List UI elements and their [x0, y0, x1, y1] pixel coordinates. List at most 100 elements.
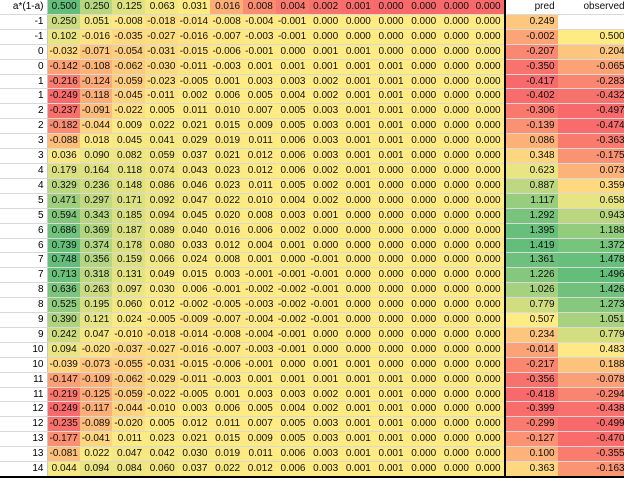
row-label: 3: [0, 148, 48, 164]
data-cell: 0.000: [439, 14, 472, 30]
observed-cell: 0.483: [557, 342, 624, 358]
header-row: a*(1-a) 0.500 0.250 0.125 0.063 0.031 0.016 0.…: [0, 0, 624, 15]
data-cell: 0.001: [341, 416, 374, 433]
data-cell: 0.739: [47, 238, 80, 254]
pred-cell: -0.127: [503, 431, 558, 448]
data-cell: -0.001: [275, 342, 309, 358]
data-cell: 0.000: [406, 416, 440, 433]
data-cell: -0.003: [243, 297, 276, 314]
table-row: 8 0.525 0.195 0.060 0.012 -0.002 -0.005 -0.003-…: [0, 297, 624, 314]
data-cell: 0.748: [47, 252, 80, 269]
data-cell: 0.001: [341, 461, 374, 476]
data-cell: -0.011: [177, 59, 211, 75]
row-label: 6: [0, 223, 48, 239]
data-cell: 0.000: [373, 193, 407, 209]
data-cell: -0.002: [275, 297, 309, 314]
data-cell: -0.010: [145, 401, 178, 418]
data-cell: 0.001: [373, 461, 407, 476]
table-row: 7 0.713 0.318 0.131 0.049 0.015 0.003 -0.001 -0.…: [0, 267, 624, 284]
data-cell: 0.329: [47, 178, 80, 194]
data-cell: 0.000: [406, 163, 440, 179]
table-row: 2 -0.237 -0.091 -0.022 0.005 0.011 0.010 0.007 0…: [0, 103, 624, 120]
row-label: 0: [0, 59, 48, 75]
row-label: 5: [0, 193, 48, 209]
data-cell: 0.001: [243, 372, 276, 388]
row-label: 2: [0, 103, 48, 120]
data-cell: -0.055: [112, 357, 146, 373]
data-cell: 0.000: [439, 118, 472, 135]
table-row: 3 -0.088 0.018 0.045 0.041 0.029 0.019 0.011 0.0…: [0, 133, 624, 150]
data-cell: 0.000: [471, 74, 505, 90]
data-cell: -0.182: [47, 118, 80, 135]
data-cell: 0.012: [243, 163, 276, 179]
data-cell: -0.001: [308, 312, 342, 328]
data-cell: 0.000: [373, 282, 407, 299]
data-cell: -0.010: [112, 327, 146, 343]
data-cell: 0.001: [341, 446, 374, 463]
data-cell: -0.088: [47, 133, 80, 150]
data-cell: 0.000: [439, 133, 472, 150]
data-cell: -0.035: [112, 29, 146, 45]
data-cell: 0.094: [47, 342, 80, 358]
data-cell: -0.005: [210, 297, 244, 314]
data-cell: -0.007: [210, 29, 244, 45]
data-cell: 0.000: [439, 401, 472, 418]
data-cell: 0.000: [341, 327, 374, 343]
data-cell: 0.003: [243, 74, 276, 90]
data-cell: -0.044: [79, 118, 113, 135]
data-cell: -0.008: [210, 327, 244, 343]
data-cell: -0.091: [79, 103, 113, 120]
row-label: 3: [0, 133, 48, 150]
data-cell: 0.000: [308, 238, 342, 254]
column-header-11: 0.000: [406, 0, 440, 15]
row-label: 9: [0, 327, 48, 343]
data-cell: 0.003: [308, 118, 342, 135]
data-cell: 0.047: [177, 193, 211, 209]
data-cell: 0.006: [275, 133, 309, 150]
data-cell: -0.029: [145, 372, 178, 388]
row-label: 1: [0, 74, 48, 90]
data-cell: 0.000: [373, 312, 407, 328]
data-cell: 0.012: [177, 416, 211, 433]
data-cell: 0.011: [177, 103, 211, 120]
data-cell: 0.000: [471, 14, 505, 30]
data-cell: 0.016: [210, 223, 244, 239]
data-cell: 0.001: [308, 208, 342, 224]
data-cell: -0.001: [275, 14, 309, 30]
data-cell: -0.027: [145, 29, 178, 45]
row-label: 8: [0, 297, 48, 314]
data-cell: 0.040: [177, 223, 211, 239]
data-cell: 0.030: [177, 446, 211, 463]
row-label: 2: [0, 118, 48, 135]
data-cell: 0.023: [210, 163, 244, 179]
data-cell: 0.033: [177, 238, 211, 254]
data-cell: 0.001: [341, 401, 374, 418]
data-cell: 0.002: [308, 74, 342, 90]
data-cell: 0.297: [79, 193, 113, 209]
data-cell: -0.031: [145, 357, 178, 373]
observed-cell: -0.497: [557, 103, 624, 120]
data-cell: 0.000: [341, 342, 374, 358]
data-cell: 0.044: [47, 461, 80, 476]
data-cell: 0.060: [145, 461, 178, 476]
data-cell: -0.014: [177, 327, 211, 343]
data-cell: -0.003: [243, 342, 276, 358]
column-header-2: 0.125: [112, 0, 146, 15]
data-cell: 0.004: [243, 238, 276, 254]
data-cell: 0.000: [308, 342, 342, 358]
data-cell: 0.030: [145, 282, 178, 299]
data-cell: 0.000: [471, 282, 505, 299]
data-cell: -0.081: [47, 446, 80, 463]
data-cell: 0.002: [308, 401, 342, 418]
data-cell: 0.000: [439, 223, 472, 239]
data-cell: 0.000: [471, 118, 505, 135]
data-cell: 0.011: [243, 178, 276, 194]
data-cell: 0.000: [471, 327, 505, 343]
data-cell: 0.000: [471, 342, 505, 358]
data-cell: 0.000: [341, 223, 374, 239]
data-cell: 0.011: [210, 416, 244, 433]
observed-cell: 0.073: [557, 163, 624, 179]
data-cell: 0.003: [308, 103, 342, 120]
data-cell: 0.000: [439, 282, 472, 299]
data-cell: 0.686: [47, 223, 80, 239]
